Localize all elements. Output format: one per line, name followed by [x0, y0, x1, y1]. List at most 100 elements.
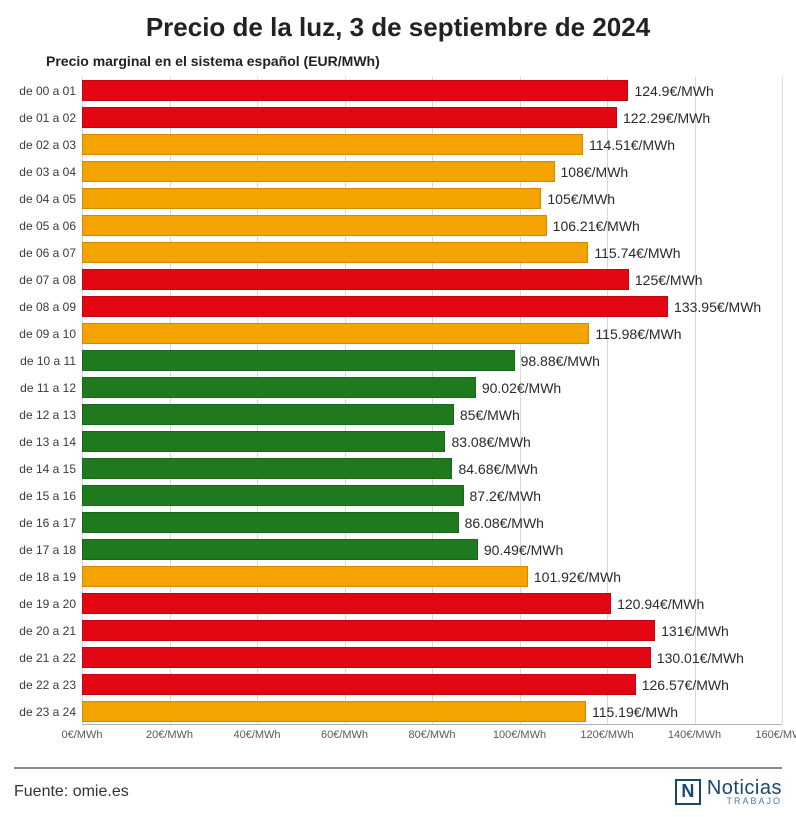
- x-tick-label: 100€/MWh: [493, 725, 546, 741]
- brand-name: Noticias: [707, 779, 782, 797]
- bar-row: de 17 a 1890.49€/MWh: [82, 536, 782, 563]
- bar-row: de 15 a 1687.2€/MWh: [82, 482, 782, 509]
- y-category-label: de 04 a 05: [19, 192, 82, 206]
- y-category-label: de 12 a 13: [19, 408, 82, 422]
- bar-value-label: 130.01€/MWh: [651, 650, 744, 666]
- chart-title: Precio de la luz, 3 de septiembre de 202…: [14, 12, 782, 43]
- bar-value-label: 90.49€/MWh: [478, 542, 563, 558]
- y-category-label: de 23 a 24: [19, 705, 82, 719]
- y-category-label: de 00 a 01: [19, 84, 82, 98]
- gridline: [782, 77, 783, 724]
- bar-value-label: 87.2€/MWh: [464, 488, 542, 504]
- bar-row: de 22 a 23126.57€/MWh: [82, 671, 782, 698]
- bar: [82, 458, 452, 479]
- bar: [82, 188, 541, 209]
- bar: [82, 620, 655, 641]
- y-category-label: de 05 a 06: [19, 219, 82, 233]
- bar-value-label: 126.57€/MWh: [636, 677, 729, 693]
- plot-region: 0€/MWh20€/MWh40€/MWh60€/MWh80€/MWh100€/M…: [82, 77, 782, 725]
- bar-value-label: 114.51€/MWh: [583, 137, 675, 153]
- bar-row: de 10 a 1198.88€/MWh: [82, 347, 782, 374]
- bar-value-label: 85€/MWh: [454, 407, 520, 423]
- bar-row: de 20 a 21131€/MWh: [82, 617, 782, 644]
- bar-row: de 05 a 06106.21€/MWh: [82, 212, 782, 239]
- bar-value-label: 122.29€/MWh: [617, 110, 710, 126]
- bar: [82, 134, 583, 155]
- bar: [82, 566, 528, 587]
- bar: [82, 269, 629, 290]
- bar-row: de 06 a 07115.74€/MWh: [82, 239, 782, 266]
- x-tick-label: 80€/MWh: [408, 725, 455, 741]
- bar-row: de 11 a 1290.02€/MWh: [82, 374, 782, 401]
- y-category-label: de 16 a 17: [19, 516, 82, 530]
- y-category-label: de 17 a 18: [19, 543, 82, 557]
- bar-row: de 18 a 19101.92€/MWh: [82, 563, 782, 590]
- bar-row: de 03 a 04108€/MWh: [82, 158, 782, 185]
- y-category-label: de 15 a 16: [19, 489, 82, 503]
- bar-value-label: 124.9€/MWh: [628, 83, 713, 99]
- bar-row: de 16 a 1786.08€/MWh: [82, 509, 782, 536]
- bar-value-label: 101.92€/MWh: [528, 569, 621, 585]
- bar-row: de 13 a 1483.08€/MWh: [82, 428, 782, 455]
- bar-value-label: 125€/MWh: [629, 272, 703, 288]
- bar: [82, 107, 617, 128]
- y-category-label: de 20 a 21: [19, 624, 82, 638]
- y-category-label: de 13 a 14: [19, 435, 82, 449]
- chart-footer: Fuente: omie.es N Noticias TRABAJO: [14, 767, 782, 805]
- bar-value-label: 105€/MWh: [541, 191, 615, 207]
- bar-row: de 00 a 01124.9€/MWh: [82, 77, 782, 104]
- bar: [82, 539, 478, 560]
- bar: [82, 512, 459, 533]
- bar: [82, 647, 651, 668]
- y-category-label: de 11 a 12: [20, 381, 82, 395]
- bar-value-label: 106.21€/MWh: [547, 218, 640, 234]
- bar-row: de 02 a 03114.51€/MWh: [82, 131, 782, 158]
- bar-value-label: 131€/MWh: [655, 623, 729, 639]
- bar-row: de 04 a 05105€/MWh: [82, 185, 782, 212]
- bar: [82, 377, 476, 398]
- x-tick-label: 120€/MWh: [580, 725, 633, 741]
- y-category-label: de 19 a 20: [19, 597, 82, 611]
- bar: [82, 242, 588, 263]
- bar-value-label: 115.74€/MWh: [588, 245, 680, 261]
- y-category-label: de 21 a 22: [19, 651, 82, 665]
- brand-mark-icon: N: [675, 779, 701, 805]
- y-category-label: de 22 a 23: [19, 678, 82, 692]
- y-category-label: de 14 a 15: [19, 462, 82, 476]
- y-category-label: de 10 a 11: [20, 354, 82, 368]
- bar-row: de 19 a 20120.94€/MWh: [82, 590, 782, 617]
- y-category-label: de 09 a 10: [19, 327, 82, 341]
- bar-value-label: 83.08€/MWh: [445, 434, 530, 450]
- bar-row: de 07 a 08125€/MWh: [82, 266, 782, 293]
- bar-value-label: 133.95€/MWh: [668, 299, 761, 315]
- bar-value-label: 86.08€/MWh: [459, 515, 544, 531]
- x-tick-label: 140€/MWh: [668, 725, 721, 741]
- bar: [82, 323, 589, 344]
- y-category-label: de 02 a 03: [19, 138, 82, 152]
- x-tick-label: 20€/MWh: [146, 725, 193, 741]
- bar-value-label: 90.02€/MWh: [476, 380, 561, 396]
- bar-row: de 12 a 1385€/MWh: [82, 401, 782, 428]
- bar: [82, 296, 668, 317]
- bar-value-label: 84.68€/MWh: [452, 461, 537, 477]
- chart-subtitle: Precio marginal en el sistema español (E…: [46, 53, 782, 69]
- source-label: Fuente: omie.es: [14, 783, 129, 801]
- x-tick-label: 0€/MWh: [62, 725, 103, 741]
- brand-logo: N Noticias TRABAJO: [675, 779, 782, 805]
- y-category-label: de 06 a 07: [19, 246, 82, 260]
- bar-value-label: 108€/MWh: [555, 164, 629, 180]
- y-category-label: de 07 a 08: [19, 273, 82, 287]
- x-tick-label: 160€/MWh: [755, 725, 796, 741]
- y-category-label: de 08 a 09: [19, 300, 82, 314]
- bar-value-label: 120.94€/MWh: [611, 596, 704, 612]
- bar-value-label: 115.19€/MWh: [586, 704, 678, 720]
- bar: [82, 701, 586, 722]
- bar-row: de 23 a 24115.19€/MWh: [82, 698, 782, 725]
- bar: [82, 215, 547, 236]
- y-category-label: de 18 a 19: [19, 570, 82, 584]
- bar: [82, 593, 611, 614]
- x-tick-label: 40€/MWh: [233, 725, 280, 741]
- y-category-label: de 03 a 04: [19, 165, 82, 179]
- bar-row: de 09 a 10115.98€/MWh: [82, 320, 782, 347]
- bar-row: de 01 a 02122.29€/MWh: [82, 104, 782, 131]
